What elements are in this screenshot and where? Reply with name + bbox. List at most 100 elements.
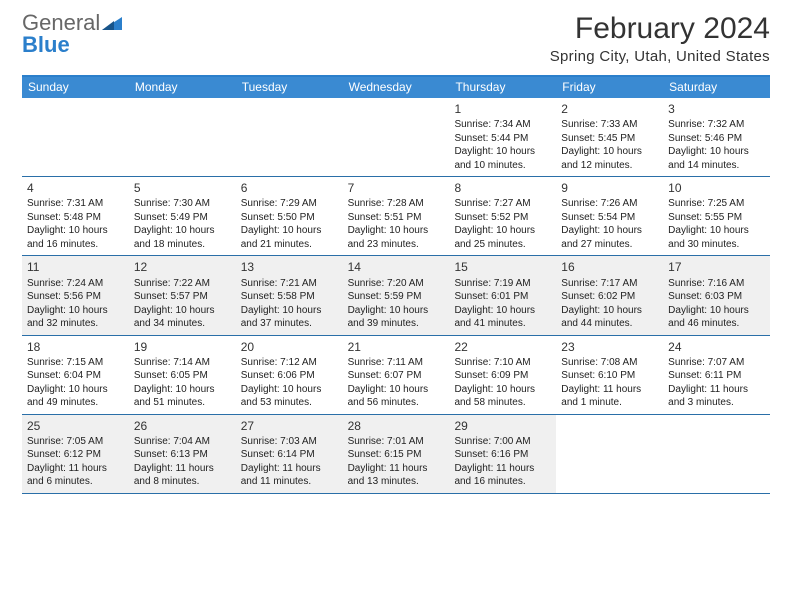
calendar-day-cell [663, 415, 770, 493]
daylight-text: and 37 minutes. [241, 317, 338, 331]
sunrise-text: Sunrise: 7:08 AM [561, 356, 658, 370]
calendar-day-cell: 5Sunrise: 7:30 AMSunset: 5:49 PMDaylight… [129, 177, 236, 255]
daylight-text: and 11 minutes. [241, 475, 338, 489]
calendar-day-cell: 28Sunrise: 7:01 AMSunset: 6:15 PMDayligh… [343, 415, 450, 493]
day-number: 9 [561, 180, 658, 196]
weekday-header: Friday [556, 77, 663, 98]
calendar-week-row: 11Sunrise: 7:24 AMSunset: 5:56 PMDayligh… [22, 256, 770, 335]
sunset-text: Sunset: 6:13 PM [134, 448, 231, 462]
day-number: 1 [454, 101, 551, 117]
weekday-header: Saturday [663, 77, 770, 98]
calendar-day-cell: 11Sunrise: 7:24 AMSunset: 5:56 PMDayligh… [22, 256, 129, 334]
sunrise-text: Sunrise: 7:15 AM [27, 356, 124, 370]
daylight-text: Daylight: 10 hours [134, 304, 231, 318]
sunrise-text: Sunrise: 7:21 AM [241, 277, 338, 291]
sunrise-text: Sunrise: 7:28 AM [348, 197, 445, 211]
calendar-day-cell: 25Sunrise: 7:05 AMSunset: 6:12 PMDayligh… [22, 415, 129, 493]
daylight-text: and 49 minutes. [27, 396, 124, 410]
sunset-text: Sunset: 6:10 PM [561, 369, 658, 383]
day-number: 7 [348, 180, 445, 196]
daylight-text: Daylight: 10 hours [454, 383, 551, 397]
calendar-day-cell: 14Sunrise: 7:20 AMSunset: 5:59 PMDayligh… [343, 256, 450, 334]
header: GeneralBlue February 2024 Spring City, U… [0, 0, 792, 69]
daylight-text: and 41 minutes. [454, 317, 551, 331]
sunset-text: Sunset: 6:03 PM [668, 290, 765, 304]
sunrise-text: Sunrise: 7:22 AM [134, 277, 231, 291]
daylight-text: and 14 minutes. [668, 159, 765, 173]
calendar-day-cell [236, 98, 343, 176]
sunrise-text: Sunrise: 7:03 AM [241, 435, 338, 449]
sunrise-text: Sunrise: 7:10 AM [454, 356, 551, 370]
calendar: SundayMondayTuesdayWednesdayThursdayFrid… [22, 75, 770, 494]
sunrise-text: Sunrise: 7:33 AM [561, 118, 658, 132]
sunset-text: Sunset: 6:16 PM [454, 448, 551, 462]
weekday-header: Wednesday [343, 77, 450, 98]
day-number: 12 [134, 259, 231, 275]
sunset-text: Sunset: 5:44 PM [454, 132, 551, 146]
day-number: 21 [348, 339, 445, 355]
daylight-text: Daylight: 10 hours [561, 145, 658, 159]
title-block: February 2024 Spring City, Utah, United … [550, 12, 770, 65]
calendar-week-row: 1Sunrise: 7:34 AMSunset: 5:44 PMDaylight… [22, 98, 770, 177]
daylight-text: Daylight: 10 hours [454, 145, 551, 159]
calendar-day-cell: 16Sunrise: 7:17 AMSunset: 6:02 PMDayligh… [556, 256, 663, 334]
calendar-day-cell [22, 98, 129, 176]
sunrise-text: Sunrise: 7:25 AM [668, 197, 765, 211]
daylight-text: Daylight: 10 hours [241, 224, 338, 238]
daylight-text: and 34 minutes. [134, 317, 231, 331]
day-number: 22 [454, 339, 551, 355]
sunset-text: Sunset: 5:46 PM [668, 132, 765, 146]
day-number: 23 [561, 339, 658, 355]
daylight-text: Daylight: 10 hours [348, 224, 445, 238]
calendar-day-cell: 24Sunrise: 7:07 AMSunset: 6:11 PMDayligh… [663, 336, 770, 414]
daylight-text: and 32 minutes. [27, 317, 124, 331]
sunset-text: Sunset: 6:01 PM [454, 290, 551, 304]
daylight-text: Daylight: 10 hours [348, 383, 445, 397]
day-number: 19 [134, 339, 231, 355]
calendar-day-cell: 7Sunrise: 7:28 AMSunset: 5:51 PMDaylight… [343, 177, 450, 255]
brand-logo: GeneralBlue [22, 12, 122, 56]
day-number: 3 [668, 101, 765, 117]
calendar-day-cell: 12Sunrise: 7:22 AMSunset: 5:57 PMDayligh… [129, 256, 236, 334]
daylight-text: Daylight: 11 hours [561, 383, 658, 397]
day-number: 20 [241, 339, 338, 355]
sunrise-text: Sunrise: 7:29 AM [241, 197, 338, 211]
day-number: 11 [27, 259, 124, 275]
calendar-day-cell: 10Sunrise: 7:25 AMSunset: 5:55 PMDayligh… [663, 177, 770, 255]
calendar-day-cell: 1Sunrise: 7:34 AMSunset: 5:44 PMDaylight… [449, 98, 556, 176]
daylight-text: and 23 minutes. [348, 238, 445, 252]
sunset-text: Sunset: 6:15 PM [348, 448, 445, 462]
calendar-day-cell: 22Sunrise: 7:10 AMSunset: 6:09 PMDayligh… [449, 336, 556, 414]
calendar-body: 1Sunrise: 7:34 AMSunset: 5:44 PMDaylight… [22, 98, 770, 494]
daylight-text: and 3 minutes. [668, 396, 765, 410]
daylight-text: Daylight: 10 hours [348, 304, 445, 318]
calendar-day-cell: 8Sunrise: 7:27 AMSunset: 5:52 PMDaylight… [449, 177, 556, 255]
day-number: 28 [348, 418, 445, 434]
daylight-text: Daylight: 10 hours [241, 383, 338, 397]
daylight-text: Daylight: 10 hours [668, 224, 765, 238]
weekday-header-row: SundayMondayTuesdayWednesdayThursdayFrid… [22, 77, 770, 98]
sunset-text: Sunset: 5:49 PM [134, 211, 231, 225]
day-number: 27 [241, 418, 338, 434]
daylight-text: Daylight: 10 hours [454, 224, 551, 238]
day-number: 16 [561, 259, 658, 275]
daylight-text: Daylight: 10 hours [241, 304, 338, 318]
sunrise-text: Sunrise: 7:16 AM [668, 277, 765, 291]
brand-triangle-icon [102, 12, 122, 34]
calendar-day-cell: 20Sunrise: 7:12 AMSunset: 6:06 PMDayligh… [236, 336, 343, 414]
calendar-week-row: 4Sunrise: 7:31 AMSunset: 5:48 PMDaylight… [22, 177, 770, 256]
sunset-text: Sunset: 6:11 PM [668, 369, 765, 383]
sunset-text: Sunset: 5:52 PM [454, 211, 551, 225]
daylight-text: and 6 minutes. [27, 475, 124, 489]
day-number: 29 [454, 418, 551, 434]
daylight-text: and 46 minutes. [668, 317, 765, 331]
daylight-text: Daylight: 11 hours [668, 383, 765, 397]
brand-part2: Blue [22, 32, 70, 57]
sunset-text: Sunset: 5:59 PM [348, 290, 445, 304]
daylight-text: and 44 minutes. [561, 317, 658, 331]
calendar-day-cell: 9Sunrise: 7:26 AMSunset: 5:54 PMDaylight… [556, 177, 663, 255]
calendar-day-cell: 27Sunrise: 7:03 AMSunset: 6:14 PMDayligh… [236, 415, 343, 493]
location: Spring City, Utah, United States [550, 48, 770, 65]
daylight-text: Daylight: 10 hours [561, 224, 658, 238]
sunset-text: Sunset: 5:56 PM [27, 290, 124, 304]
